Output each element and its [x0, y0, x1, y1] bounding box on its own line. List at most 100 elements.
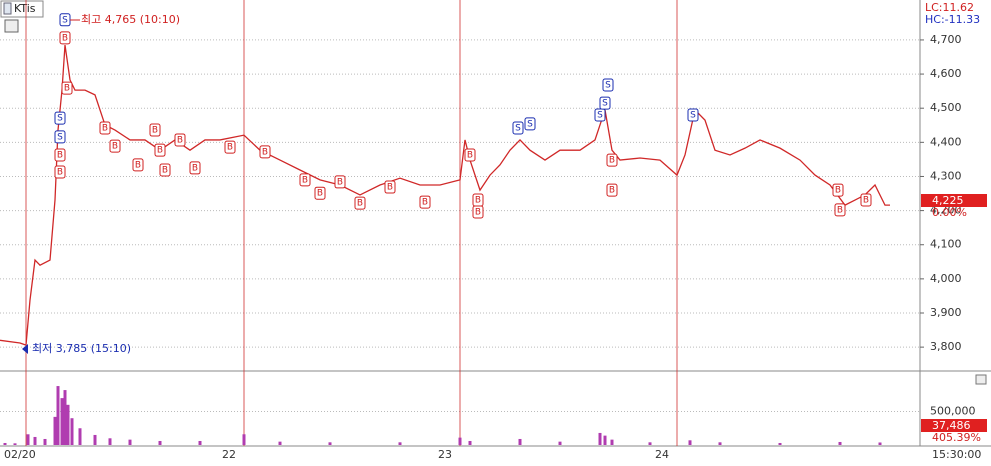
volume-bar	[598, 432, 602, 445]
signal-marker	[54, 130, 66, 144]
signal-marker	[54, 111, 66, 125]
signal-label: B	[162, 165, 168, 175]
signal-marker	[384, 180, 396, 194]
signal-label: B	[262, 147, 268, 157]
signal-label: S	[597, 111, 603, 121]
volume-bar	[78, 428, 82, 445]
volume-bar	[688, 440, 692, 445]
signal-label: B	[135, 160, 141, 170]
volume-bar	[108, 438, 112, 445]
signal-label: B	[467, 150, 473, 160]
signal-label: B	[227, 143, 233, 153]
signal-label: S	[527, 119, 533, 129]
y-tick-label: 4,700	[930, 33, 962, 46]
signal-marker	[832, 183, 844, 197]
signal-label: B	[863, 196, 869, 206]
signal-label: B	[837, 205, 843, 215]
x-tick-label: 22	[222, 448, 236, 461]
signal-label: S	[515, 123, 521, 133]
volume-bar	[13, 443, 17, 445]
volume-bar	[328, 442, 332, 445]
signal-label: S	[57, 114, 63, 124]
volume-bar	[778, 442, 782, 445]
signal-marker	[314, 186, 326, 200]
signal-label: B	[317, 189, 323, 199]
signal-marker	[61, 81, 73, 95]
volume-ratio: 405.39%	[932, 431, 981, 444]
volume-bar	[60, 398, 64, 445]
signal-label: B	[64, 84, 70, 94]
y-tick-label: 3,900	[930, 306, 962, 319]
lc-indicator: LC:11.62	[925, 1, 974, 14]
y-tick-label: 4,600	[930, 67, 962, 80]
signal-label: B	[112, 142, 118, 152]
signal-label: B	[302, 175, 308, 185]
signal-label: S	[602, 99, 608, 109]
signal-marker	[132, 158, 144, 172]
low-label: 최저 3,785 (15:10)	[32, 342, 131, 355]
last-price: 4,225	[932, 194, 964, 207]
signal-marker	[109, 139, 121, 153]
y-tick-label: 4,000	[930, 272, 962, 285]
volume-bar	[158, 440, 162, 445]
signal-label: B	[609, 186, 615, 196]
table-icon[interactable]	[4, 19, 19, 33]
signal-marker	[334, 175, 346, 189]
signal-label: B	[609, 156, 615, 166]
signal-label: S	[62, 15, 68, 25]
signal-label: B	[475, 207, 481, 217]
volume-bar	[3, 442, 7, 445]
volume-bar	[43, 438, 47, 445]
volume-bar	[648, 442, 652, 445]
last-volume-box	[921, 419, 987, 432]
y-tick-label: 4,100	[930, 238, 962, 251]
volume-bar	[838, 441, 842, 445]
volume-bar	[278, 441, 282, 445]
hc-indicator: HC:-11.33	[925, 13, 980, 26]
signal-label: S	[690, 111, 696, 121]
volume-bar	[26, 434, 30, 445]
symbol: KTis	[14, 2, 36, 15]
signal-label: B	[357, 199, 363, 209]
signal-marker	[512, 121, 524, 135]
last-price-box	[921, 194, 987, 207]
volume-bar	[53, 416, 57, 445]
x-tick-label: 02/20	[4, 448, 36, 461]
volume-bar	[128, 439, 132, 445]
signal-label: B	[475, 196, 481, 206]
signal-label: S	[605, 80, 611, 90]
signal-label: B	[62, 33, 68, 43]
signal-label: B	[192, 163, 198, 173]
signal-label: B	[57, 150, 63, 160]
volume-bar	[878, 442, 882, 445]
signal-label: B	[102, 123, 108, 133]
volume-bar	[63, 390, 67, 445]
volume-bar	[198, 440, 202, 445]
signal-marker	[189, 161, 201, 175]
volume-bar	[33, 436, 37, 445]
x-tick-label: 24	[655, 448, 669, 461]
panel-menu-button[interactable]	[975, 374, 987, 385]
signal-marker	[159, 163, 171, 177]
signal-marker	[299, 173, 311, 187]
signal-marker	[419, 195, 431, 209]
signal-marker	[259, 145, 271, 159]
signal-label: B	[157, 146, 163, 156]
x-tick-label: 23	[438, 448, 452, 461]
y-tick-label: 3,800	[930, 340, 962, 353]
y-tick-label: 4,400	[930, 135, 962, 148]
high-label: 최고 4,765 (10:10)	[81, 13, 180, 26]
signal-marker	[174, 133, 186, 147]
signal-marker	[224, 140, 236, 154]
signal-marker	[464, 148, 476, 162]
signal-marker	[834, 203, 846, 217]
signal-label: B	[337, 177, 343, 187]
price-line	[0, 44, 890, 346]
symbol-icon[interactable]	[3, 2, 12, 15]
signal-marker	[594, 108, 606, 122]
signal-label: B	[387, 183, 393, 193]
signal-marker	[860, 193, 872, 207]
signal-marker	[472, 205, 484, 219]
volume-bar	[610, 439, 614, 445]
last-volume: 37,486	[932, 419, 971, 432]
